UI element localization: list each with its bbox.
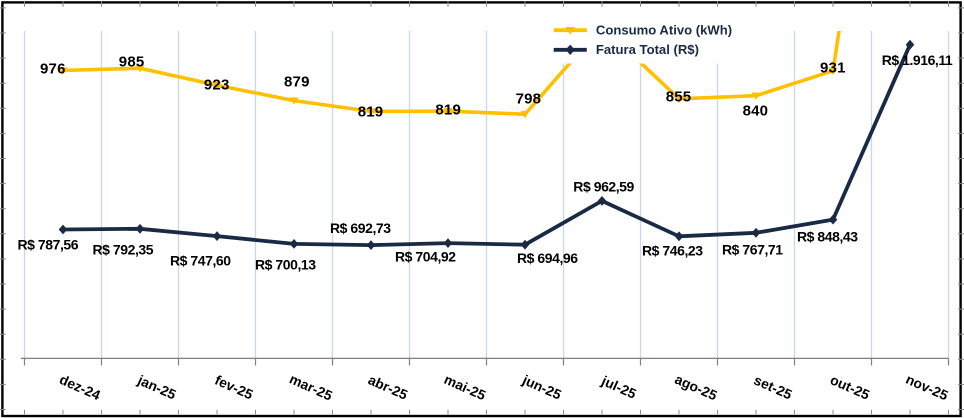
svg-text:Fatura Total (R$): Fatura Total (R$) <box>596 42 699 57</box>
svg-text:R$ 787,56: R$ 787,56 <box>18 237 79 253</box>
svg-text:985: 985 <box>119 54 145 71</box>
svg-text:931: 931 <box>820 59 846 76</box>
svg-text:879: 879 <box>284 74 310 91</box>
svg-text:R$ 700,13: R$ 700,13 <box>255 257 316 273</box>
svg-text:R$ 767,71: R$ 767,71 <box>722 242 783 258</box>
svg-text:923: 923 <box>204 77 230 94</box>
svg-text:819: 819 <box>435 101 461 118</box>
svg-text:R$ 962,59: R$ 962,59 <box>573 179 634 195</box>
svg-text:R$ 704,92: R$ 704,92 <box>395 249 456 265</box>
svg-text:855: 855 <box>666 89 692 106</box>
svg-text:Consumo Ativo (kWh): Consumo Ativo (kWh) <box>596 23 732 38</box>
svg-text:R$ 792,35: R$ 792,35 <box>93 242 154 258</box>
svg-text:R$ 1.916,11: R$ 1.916,11 <box>882 52 953 68</box>
svg-text:976: 976 <box>40 61 66 78</box>
svg-text:819: 819 <box>358 103 384 120</box>
svg-text:R$ 692,73: R$ 692,73 <box>330 220 391 236</box>
svg-text:R$ 747,60: R$ 747,60 <box>170 253 231 269</box>
svg-text:840: 840 <box>743 103 769 120</box>
svg-text:R$ 848,43: R$ 848,43 <box>797 229 858 245</box>
svg-text:R$ 694,96: R$ 694,96 <box>517 250 578 266</box>
svg-text:R$ 746,23: R$ 746,23 <box>642 243 703 259</box>
svg-text:798: 798 <box>516 91 542 108</box>
